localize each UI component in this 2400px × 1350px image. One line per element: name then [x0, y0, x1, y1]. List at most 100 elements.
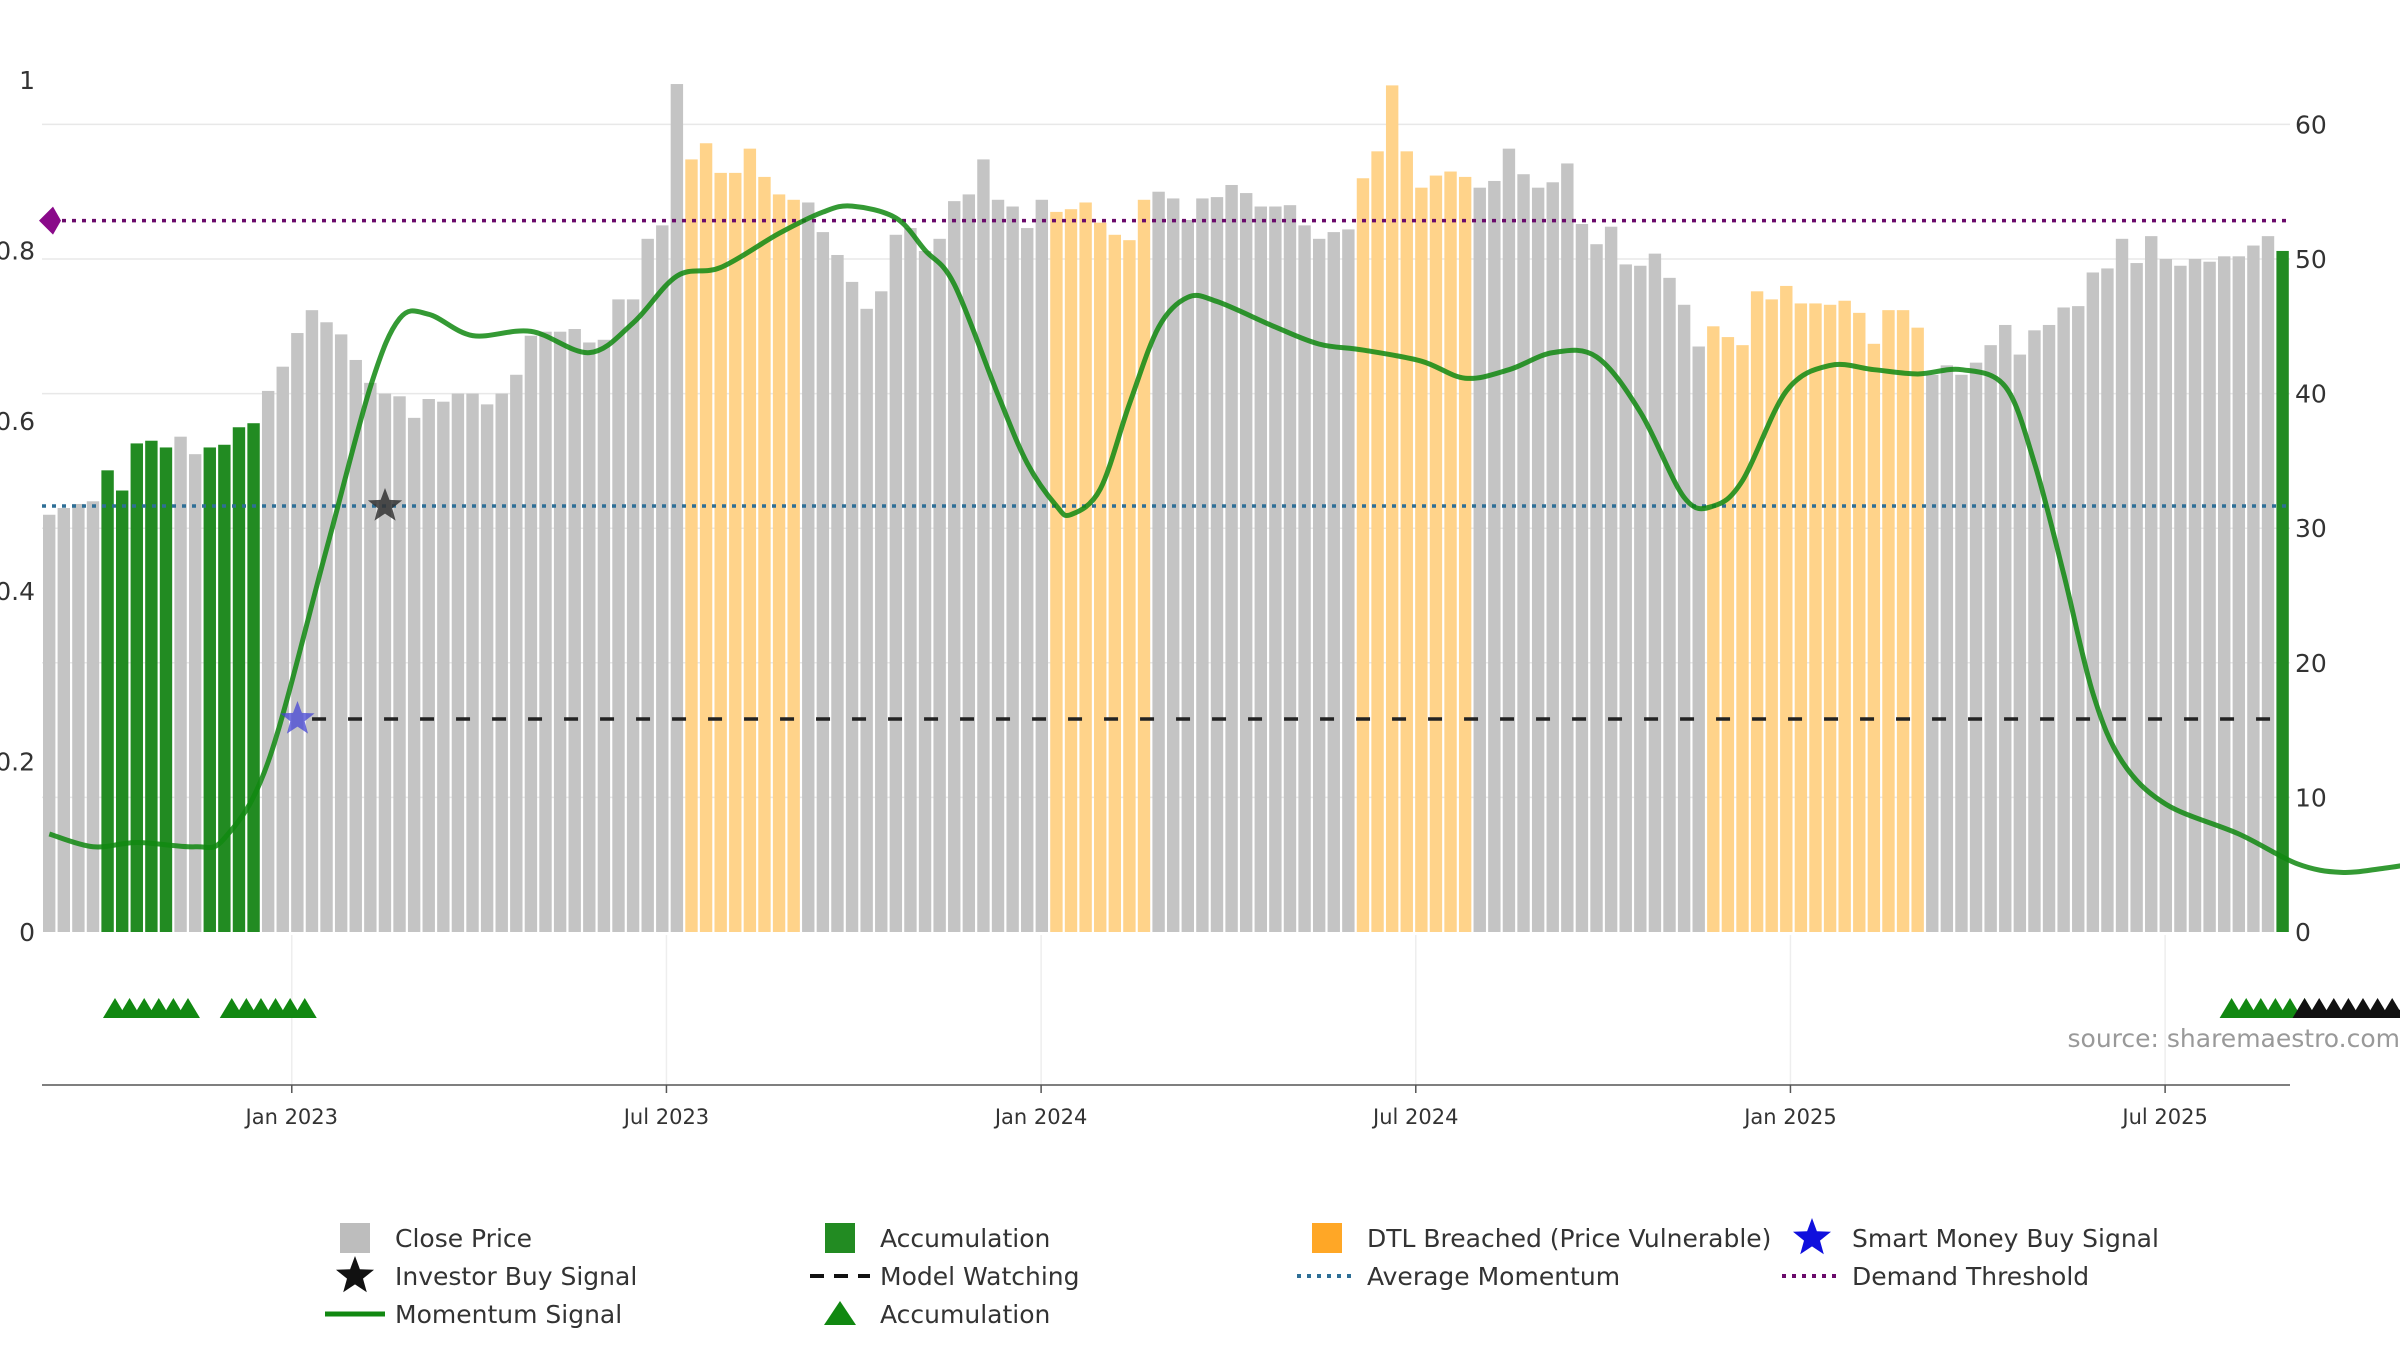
close-price-bar — [349, 359, 362, 932]
close-price-bar — [422, 398, 435, 933]
dtl-breached-bar — [1823, 304, 1837, 933]
close-price-bar — [378, 393, 392, 932]
close-price-bar — [1196, 198, 1209, 932]
legend-label: DTL Breached (Price Vulnerable) — [1367, 1224, 1771, 1253]
close-price-bar — [1677, 304, 1691, 933]
x-axis-tick-label: Jan 2023 — [244, 1105, 339, 1129]
close-price-bar — [1969, 362, 1983, 932]
momentum-signal-line — [48, 203, 2400, 875]
dtl-breached-bar — [1809, 303, 1822, 932]
legend-label: Demand Threshold — [1852, 1262, 2089, 1291]
dtl-breached-bar — [1079, 202, 1092, 933]
close-price-bar — [539, 331, 552, 933]
close-price-bar — [1984, 345, 1997, 933]
x-axis-tick-label: Jan 2025 — [1742, 1105, 1837, 1129]
legend-label: Model Watching — [880, 1262, 1080, 1291]
close-price-bar — [451, 393, 465, 932]
close-price-bar — [1006, 206, 1019, 932]
legend-item-investor: Investor Buy Signal — [336, 1256, 637, 1293]
close-price-bar — [1021, 228, 1034, 932]
dtl-breached-bar — [1896, 310, 1910, 932]
legend-swatch — [825, 1223, 855, 1253]
legend-star-icon — [336, 1256, 374, 1293]
dtl-breached-bar — [1137, 199, 1151, 932]
close-price-bar — [1152, 191, 1165, 932]
legend-item-close: Close Price — [340, 1223, 532, 1253]
close-price-bar — [2232, 256, 2246, 932]
close-price-bar — [1604, 226, 1618, 932]
investor-buy-signal-star — [367, 488, 403, 521]
close-price-bar — [86, 501, 100, 932]
close-price-bar — [933, 238, 946, 932]
dtl-breached-bar — [1356, 178, 1370, 932]
close-price-bar — [1269, 206, 1282, 932]
legend-item-avg-momentum: Average Momentum — [1297, 1262, 1620, 1291]
accumulation-bar — [247, 423, 260, 932]
close-price-bar — [1210, 197, 1224, 932]
buy-signals — [280, 488, 403, 734]
close-price-bar — [1488, 180, 1501, 932]
close-price-bar — [875, 291, 888, 933]
close-price-bar — [1546, 182, 1559, 933]
left-axis-tick-label: 0.8 — [0, 236, 35, 265]
close-price-bar — [524, 335, 538, 932]
close-price-bar — [1575, 224, 1589, 933]
close-price-bar — [43, 514, 56, 932]
close-price-bar — [597, 339, 611, 932]
close-price-bar — [1342, 229, 1355, 933]
dtl-breached-bar — [699, 143, 713, 932]
close-price-bar — [1619, 264, 1632, 933]
close-price-bar — [583, 342, 596, 932]
dtl-breached-bar — [1415, 187, 1428, 932]
dtl-breached-bar — [685, 159, 698, 932]
dtl-breached-bar — [1911, 327, 1924, 932]
close-price-bar — [2028, 330, 2041, 932]
close-price-bar — [816, 232, 830, 932]
accumulation-bar — [2276, 250, 2289, 933]
legend-item-momentum: Momentum Signal — [325, 1300, 622, 1329]
source-annotation: source: sharemaestro.com — [2068, 1024, 2400, 1053]
close-price-bar — [2261, 236, 2275, 933]
dtl-breached-bar — [1385, 85, 1399, 932]
left-axis-tick-label: 0.4 — [0, 577, 35, 606]
accumulation-bar — [159, 447, 173, 932]
close-price-bar — [1940, 365, 1954, 933]
right-axis-tick-label: 0 — [2295, 918, 2311, 947]
dtl-breached-bar — [787, 199, 800, 932]
close-price-bar — [977, 159, 990, 932]
dtl-breached-bar — [1867, 343, 1881, 932]
legend-label: Momentum Signal — [395, 1300, 622, 1329]
close-price-bar — [918, 250, 932, 933]
legend: Close Price Accumulation DTL Breached (Pri… — [325, 1218, 2159, 1329]
dtl-breached-bar — [729, 172, 742, 932]
close-price-bar — [57, 508, 70, 932]
close-price-bar — [1473, 187, 1486, 932]
close-price-bar — [407, 417, 421, 932]
legend-triangle-icon — [824, 1301, 856, 1325]
close-price-bar — [276, 366, 289, 932]
close-price-bar — [364, 382, 377, 932]
close-price-bar — [1239, 193, 1253, 932]
close-price-bar — [641, 238, 654, 932]
close-price-bar — [1590, 244, 1603, 933]
close-price-bar — [1663, 277, 1676, 933]
close-price-bar — [2115, 238, 2129, 932]
close-price-bar — [1225, 184, 1238, 932]
legend-item-demand: Demand Threshold — [1782, 1262, 2089, 1291]
right-axis-tick-label: 50 — [2295, 245, 2327, 274]
dtl-breached-bar — [1371, 151, 1384, 932]
close-price-bar — [1926, 374, 1939, 932]
dtl-breached-bar — [1707, 326, 1720, 932]
close-price-bar — [2203, 261, 2216, 932]
legend-label: Investor Buy Signal — [395, 1262, 637, 1291]
close-price-bar — [466, 393, 479, 932]
close-price-bar — [1955, 374, 1968, 932]
dtl-breached-bar — [1094, 222, 1107, 933]
dtl-breached-bar — [1400, 151, 1413, 932]
x-axis-tick-label: Jul 2024 — [1371, 1105, 1458, 1129]
dtl-breached-bar — [1736, 345, 1749, 933]
close-price-bar — [480, 404, 494, 932]
close-price-bar — [1283, 205, 1297, 932]
left-axis-tick-label: 0.2 — [0, 748, 35, 777]
close-price-bar — [2174, 265, 2187, 932]
